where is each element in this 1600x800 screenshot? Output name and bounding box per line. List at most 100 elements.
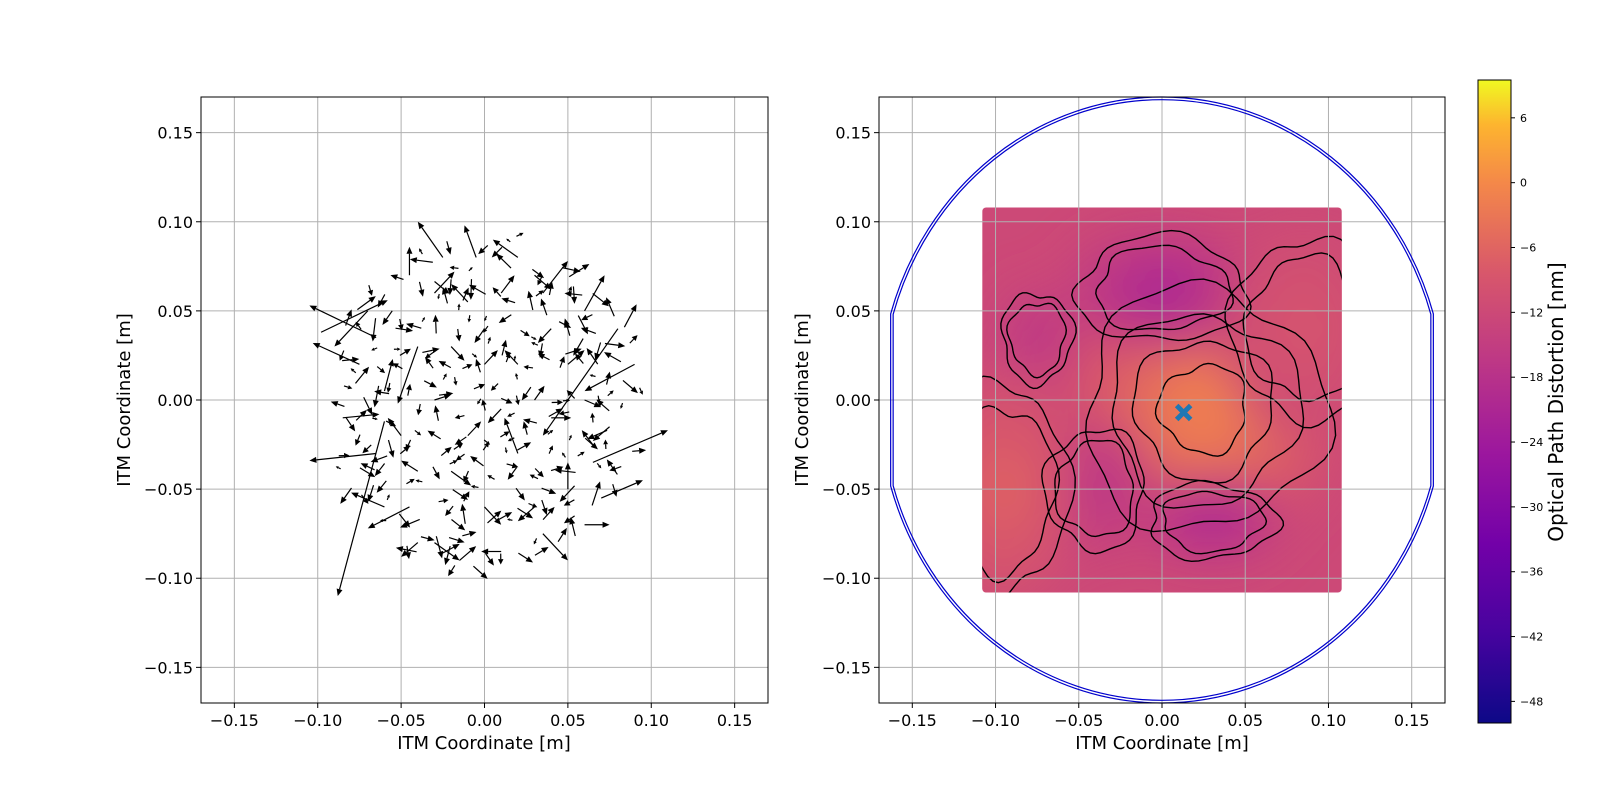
quiver-arrow [451, 284, 469, 303]
quiver-arrow [584, 275, 605, 312]
quiver-arrow [359, 467, 376, 478]
quiver-arrow [483, 325, 489, 333]
quiver-arrow [563, 515, 575, 524]
quiver-arrow [498, 314, 512, 323]
quiver-arrow [475, 358, 482, 373]
quiver-arrow [343, 385, 353, 390]
quiver-arrow [367, 285, 374, 296]
quiver-arrow [611, 484, 618, 497]
quiver-arrow [442, 373, 447, 380]
right-ytick-label: 0.05 [835, 302, 871, 321]
quiver-arrow [355, 366, 370, 384]
colorbar-ticks: 6 0 −6 −12 −18 −24 −30 −36 −42 −48 [1511, 112, 1543, 708]
quiver-arrow [590, 412, 596, 423]
colorbar-tick-label: −18 [1520, 371, 1543, 384]
quiver-arrow [562, 398, 571, 403]
right-ytick-label: 0.00 [835, 391, 871, 410]
contour-line [1224, 235, 1342, 429]
quiver-arrow [447, 279, 454, 296]
quiver-arrow [540, 298, 548, 316]
quiver-arrow [462, 530, 477, 537]
quiver-arrow [507, 437, 515, 442]
quiver-arrow [505, 353, 511, 363]
quiver-arrow [350, 368, 357, 374]
quiver-arrow [551, 399, 564, 406]
quiver-arrow [473, 565, 488, 579]
quiver-arrow [532, 268, 545, 279]
quiver-arrow [632, 447, 647, 454]
quiver-arrow [382, 310, 393, 325]
right-x-ticks: −0.15 −0.10 −0.05 0.00 0.05 0.10 0.15 [888, 703, 1430, 730]
quiver-arrow [342, 411, 380, 419]
quiver-arrow [589, 374, 596, 378]
quiver-arrow [581, 430, 594, 446]
quiver-arrow [487, 475, 495, 480]
quiver-arrow [371, 347, 378, 351]
quiver-arrow [420, 535, 435, 542]
quiver-arrow [462, 287, 469, 301]
quiver-arrow [383, 359, 394, 392]
quiver-arrow [468, 267, 473, 272]
quiver-arrow [361, 494, 369, 504]
quiver-arrow [517, 506, 535, 522]
quiver-arrow [415, 479, 423, 483]
quiver-arrow [529, 474, 539, 480]
quiver-arrow [497, 553, 504, 565]
quiver-arrow [351, 492, 385, 508]
quiver-arrow [551, 414, 572, 421]
quiver-arrow [600, 480, 643, 499]
quiver-arrow [566, 390, 576, 399]
quiver-arrow [554, 467, 576, 474]
quiver-arrow [386, 382, 392, 393]
quiver-arrow [584, 521, 610, 528]
colorbar-tick-label: −48 [1520, 695, 1543, 708]
quiver-arrow [581, 314, 593, 321]
right-xtick-label: −0.05 [1054, 711, 1103, 730]
contour-line [1095, 244, 1234, 331]
quiver-arrow [481, 548, 502, 555]
quiver-arrow [507, 412, 515, 417]
left-x-axis-label: ITM Coordinate [m] [397, 733, 571, 754]
left-xtick-label: −0.05 [377, 711, 426, 730]
quiver-arrow [541, 499, 548, 516]
quiver-arrow [492, 287, 502, 297]
left-ytick-label: −0.05 [144, 480, 193, 499]
quiver-arrow [336, 421, 386, 597]
quiver-arrow [357, 296, 376, 311]
quiver-arrow [463, 470, 469, 483]
quiver-arrow [584, 399, 602, 408]
quiver-arrow [434, 281, 450, 294]
right-y-axis-label: ITM Coordinate [m] [792, 313, 813, 487]
quiver-arrow [406, 246, 413, 276]
quiver-arrow [448, 565, 456, 577]
quiver-arrow [577, 451, 585, 457]
left-xtick-label: 0.05 [550, 711, 586, 730]
arrow-field [309, 221, 668, 597]
left-y-axis-label: ITM Coordinate [m] [114, 313, 135, 487]
quiver-arrow [370, 318, 377, 342]
quiver-arrow [622, 379, 638, 394]
quiver-arrow [414, 429, 422, 436]
quiver-arrow [464, 225, 477, 258]
quiver-arrow [573, 338, 584, 356]
quiver-arrow [541, 487, 557, 495]
quiver-arrow [474, 328, 485, 343]
quiver-arrow [449, 460, 458, 465]
quiver-arrow [620, 402, 624, 409]
quiver-arrow [607, 390, 614, 397]
quiver-arrow [386, 494, 390, 501]
aperture-outline [890, 96, 1434, 704]
left-y-ticks: −0.15 −0.10 −0.05 0.00 0.05 0.10 0.15 [144, 124, 201, 677]
quiver-arrow [432, 466, 440, 480]
quiver-arrow [409, 257, 433, 264]
quiver-arrow [522, 421, 529, 435]
quiver-arrow [603, 439, 609, 450]
quiver-arrow [367, 506, 410, 529]
quiver-arrow [438, 391, 454, 398]
contour-line [1150, 479, 1285, 563]
quiver-arrow [527, 290, 534, 311]
quiver-arrow [563, 499, 575, 506]
quiver-arrow [518, 552, 534, 563]
quiver-arrow [406, 383, 412, 396]
